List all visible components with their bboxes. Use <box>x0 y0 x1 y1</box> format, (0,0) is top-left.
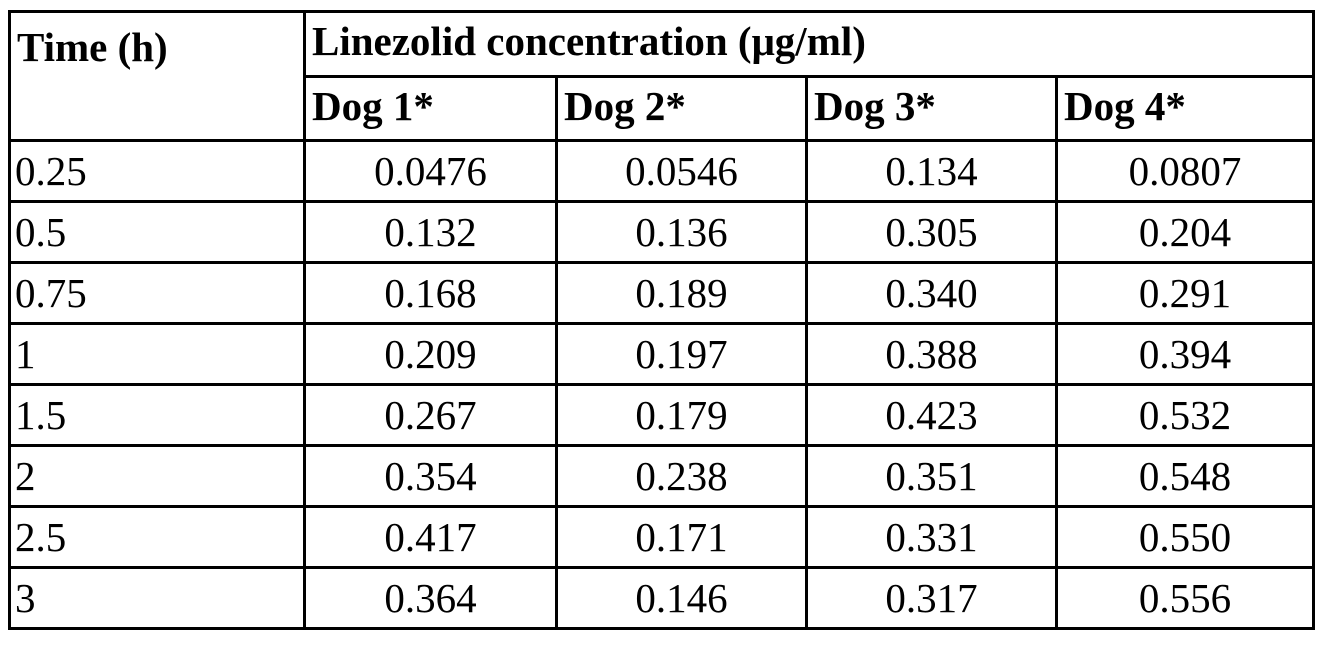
concentration-cell: 0.132 <box>305 202 557 263</box>
concentration-cell: 0.354 <box>305 446 557 507</box>
time-cell: 0.25 <box>10 141 305 202</box>
concentration-cell: 0.0476 <box>305 141 557 202</box>
header-row-group: Time (h) Linezolid concentration (μg/ml) <box>10 12 1314 77</box>
table-row: 1.50.2670.1790.4230.532 <box>10 385 1314 446</box>
time-cell: 3 <box>10 568 305 629</box>
table-row: 30.3640.1460.3170.556 <box>10 568 1314 629</box>
concentration-cell: 0.317 <box>807 568 1057 629</box>
concentration-cell: 0.267 <box>305 385 557 446</box>
concentration-cell: 0.209 <box>305 324 557 385</box>
concentration-cell: 0.394 <box>1057 324 1314 385</box>
table-body: 0.250.04760.05460.1340.08070.50.1320.136… <box>10 141 1314 629</box>
concentration-cell: 0.388 <box>807 324 1057 385</box>
concentration-cell: 0.136 <box>557 202 807 263</box>
document-page: Time (h) Linezolid concentration (μg/ml)… <box>8 10 1315 630</box>
concentration-cell: 0.189 <box>557 263 807 324</box>
concentration-cell: 0.331 <box>807 507 1057 568</box>
concentration-cell: 0.351 <box>807 446 1057 507</box>
time-cell: 2 <box>10 446 305 507</box>
dog-column-header: Dog 3* <box>807 77 1057 141</box>
concentration-cell: 0.417 <box>305 507 557 568</box>
time-cell: 1 <box>10 324 305 385</box>
concentration-cell: 0.305 <box>807 202 1057 263</box>
time-cell: 2.5 <box>10 507 305 568</box>
dog-column-header: Dog 2* <box>557 77 807 141</box>
concentration-cell: 0.556 <box>1057 568 1314 629</box>
concentration-cell: 0.532 <box>1057 385 1314 446</box>
concentration-cell: 0.134 <box>807 141 1057 202</box>
linezolid-concentration-table: Time (h) Linezolid concentration (μg/ml)… <box>8 10 1315 630</box>
time-cell: 0.75 <box>10 263 305 324</box>
table-row: 0.250.04760.05460.1340.0807 <box>10 141 1314 202</box>
concentration-cell: 0.340 <box>807 263 1057 324</box>
dog-column-header: Dog 4* <box>1057 77 1314 141</box>
time-cell: 0.5 <box>10 202 305 263</box>
table-row: 0.50.1320.1360.3050.204 <box>10 202 1314 263</box>
concentration-cell: 0.238 <box>557 446 807 507</box>
concentration-cell: 0.423 <box>807 385 1057 446</box>
concentration-cell: 0.197 <box>557 324 807 385</box>
table-row: 2.50.4170.1710.3310.550 <box>10 507 1314 568</box>
concentration-cell: 0.179 <box>557 385 807 446</box>
concentration-cell: 0.204 <box>1057 202 1314 263</box>
table-row: 10.2090.1970.3880.394 <box>10 324 1314 385</box>
concentration-cell: 0.0807 <box>1057 141 1314 202</box>
concentration-cell: 0.146 <box>557 568 807 629</box>
time-column-header: Time (h) <box>10 12 305 141</box>
table-row: 20.3540.2380.3510.548 <box>10 446 1314 507</box>
concentration-cell: 0.548 <box>1057 446 1314 507</box>
dog-column-header: Dog 1* <box>305 77 557 141</box>
concentration-cell: 0.171 <box>557 507 807 568</box>
concentration-cell: 0.550 <box>1057 507 1314 568</box>
concentration-cell: 0.291 <box>1057 263 1314 324</box>
concentration-group-header: Linezolid concentration (μg/ml) <box>305 12 1314 77</box>
time-cell: 1.5 <box>10 385 305 446</box>
table-row: 0.750.1680.1890.3400.291 <box>10 263 1314 324</box>
concentration-cell: 0.168 <box>305 263 557 324</box>
concentration-cell: 0.0546 <box>557 141 807 202</box>
concentration-cell: 0.364 <box>305 568 557 629</box>
